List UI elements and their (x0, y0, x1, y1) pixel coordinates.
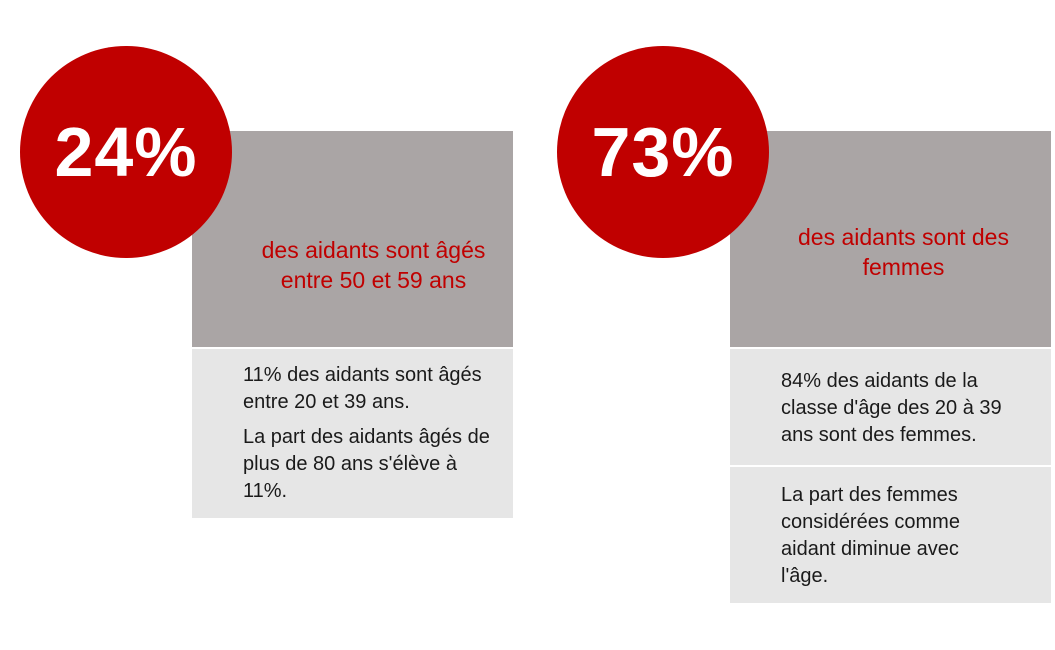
divider-gender-top (730, 347, 1051, 349)
headline-box-age: des aidants sont âgés entre 50 et 59 ans (192, 131, 513, 348)
headline-age: des aidants sont âgés entre 50 et 59 ans (261, 236, 486, 293)
percent-value-gender: 73% (591, 113, 735, 191)
detail-age-1: 11% des aidants sont âgés entre 20 et 39… (243, 364, 482, 413)
detail-gender-1: 84% des aidants de la classe d'âge des 2… (781, 370, 1002, 446)
detail-age-2: La part des aidants âgés de plus de 80 a… (243, 426, 490, 502)
headline-gender: des aidants sont des femmes (798, 223, 1009, 280)
percent-value-age: 24% (54, 113, 198, 191)
divider-gender-middle (730, 465, 1051, 467)
detail-gender-2: La part des femmes considérées comme aid… (781, 484, 960, 587)
detail-box-age: 11% des aidants sont âgés entre 20 et 39… (192, 349, 513, 518)
headline-box-gender: des aidants sont des femmes (730, 131, 1051, 348)
detail-box-gender-2: La part des femmes considérées comme aid… (730, 467, 1051, 603)
detail-box-gender-1: 84% des aidants de la classe d'âge des 2… (730, 349, 1051, 465)
percent-circle-age: 24% (20, 46, 232, 258)
percent-circle-gender: 73% (557, 46, 769, 258)
divider-age (192, 347, 513, 349)
